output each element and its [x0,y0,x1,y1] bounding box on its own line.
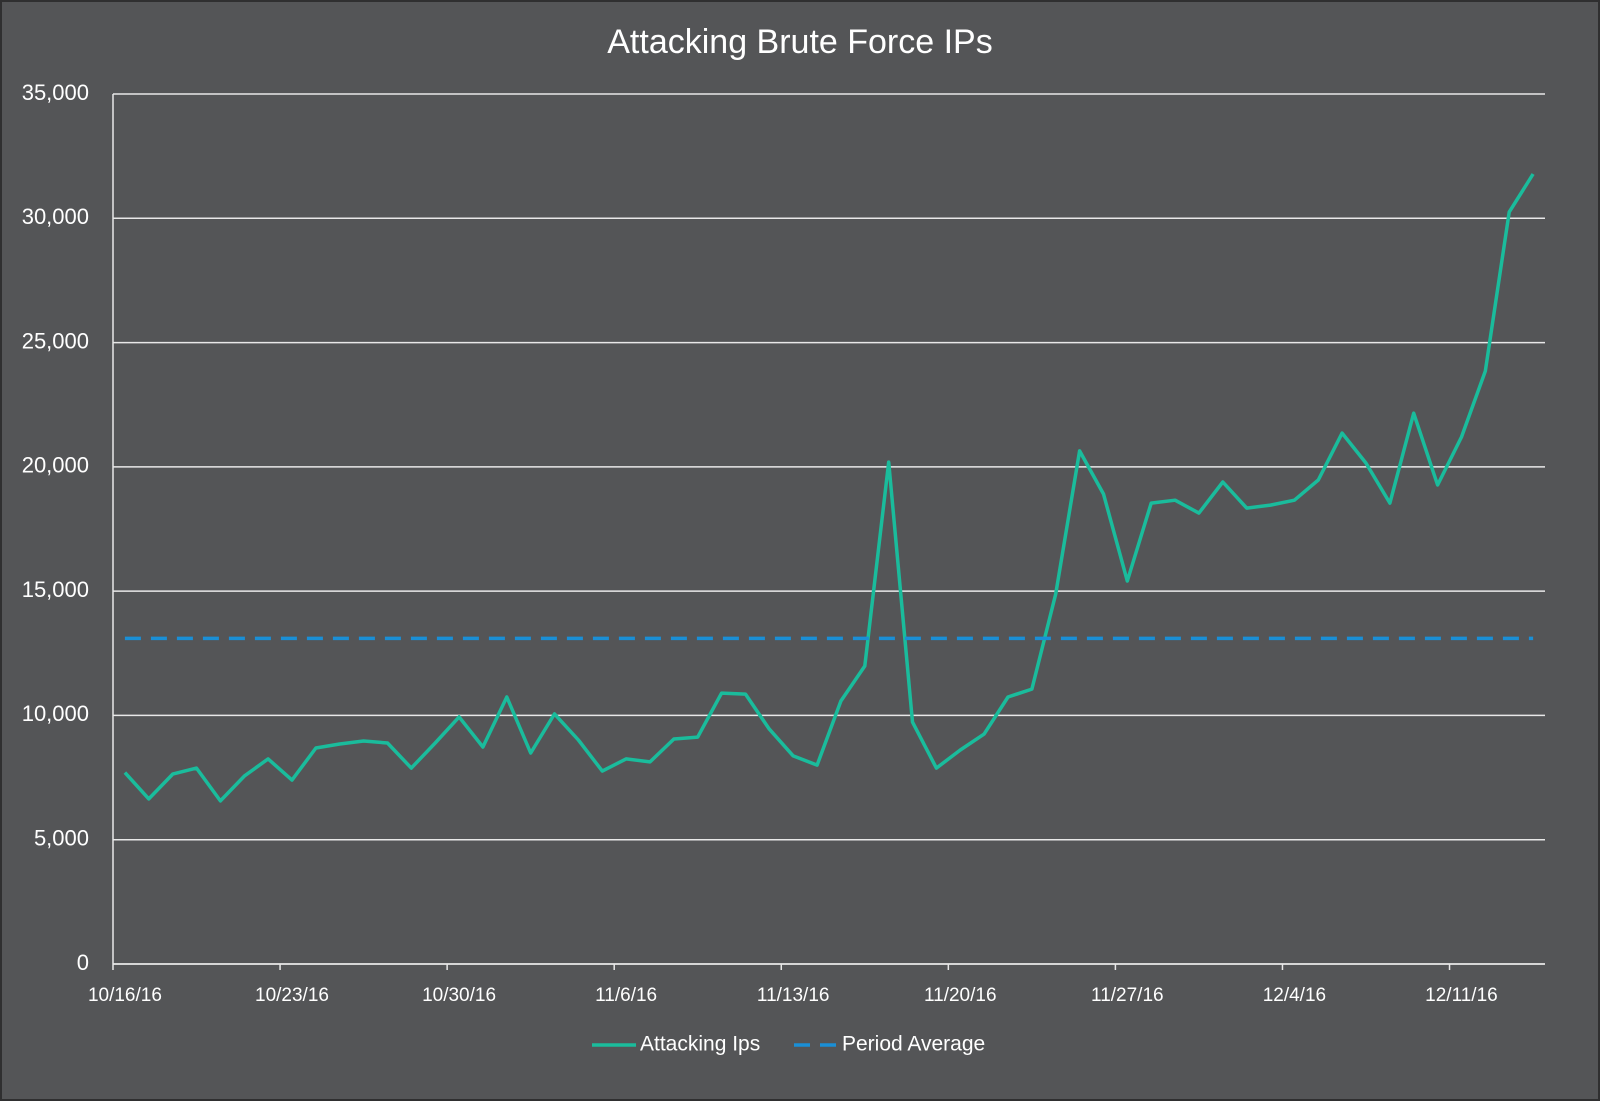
y-tick-label: 20,000 [22,453,89,478]
x-tick-label: 12/11/16 [1425,985,1498,1006]
legend-label: Attacking Ips [640,1033,760,1056]
x-tick-label: 10/30/16 [422,985,496,1006]
y-tick-label: 5,000 [34,826,89,851]
series-line [123,173,1535,803]
x-tick-label: 12/4/16 [1263,985,1326,1006]
x-tick-label: 11/27/16 [1091,985,1164,1006]
y-tick-label: 10,000 [22,701,89,726]
y-tick-label: 35,000 [22,80,89,105]
chart-title: Attacking Brute Force IPs [607,23,993,61]
x-tick-label: 11/13/16 [757,985,830,1006]
legend-label: Period Average [842,1033,985,1056]
y-tick-label: 30,000 [22,204,89,229]
y-tick-label: 25,000 [22,328,89,353]
y-tick-label: 15,000 [22,577,89,602]
x-tick-label: 10/16/16 [88,985,162,1006]
x-tick-label: 10/23/16 [255,985,329,1006]
y-tick-label: 0 [77,950,89,975]
x-tick-label: 11/20/16 [924,985,997,1006]
x-tick-label: 11/6/16 [595,985,657,1006]
